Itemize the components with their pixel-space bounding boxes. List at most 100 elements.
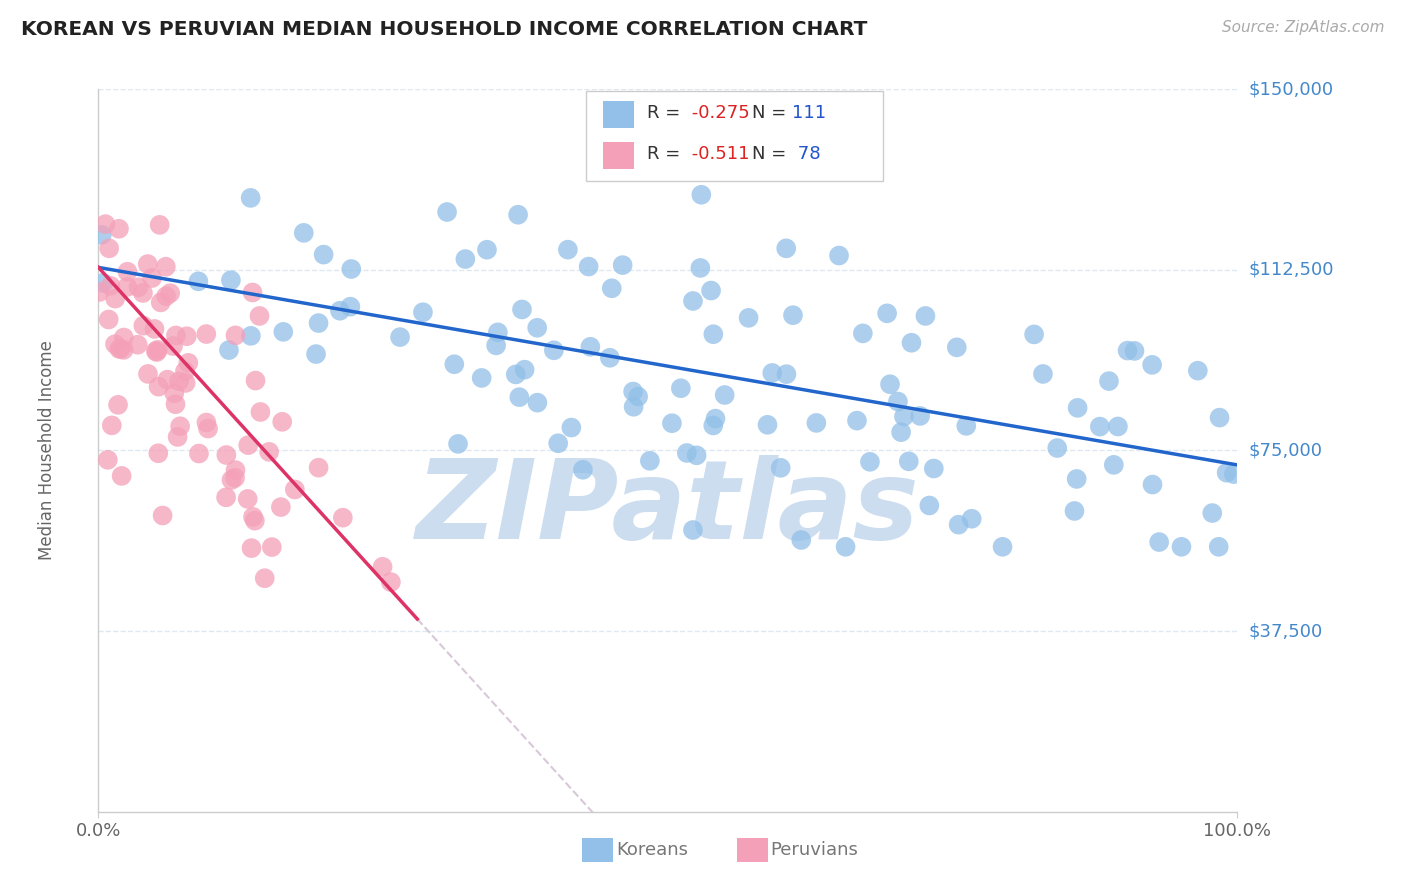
- Point: [1066, 401, 1088, 415]
- Point: [239, 191, 262, 205]
- Point: [148, 446, 170, 460]
- Point: [329, 303, 352, 318]
- Point: [859, 455, 882, 469]
- Point: [782, 308, 804, 322]
- Point: [600, 281, 623, 295]
- Point: [960, 512, 983, 526]
- Point: [215, 491, 238, 505]
- Point: [1088, 419, 1111, 434]
- Point: [623, 400, 645, 414]
- Text: -0.275: -0.275: [686, 104, 749, 122]
- Point: [513, 362, 536, 376]
- Point: [638, 454, 661, 468]
- Point: [221, 473, 243, 487]
- Point: [389, 330, 412, 344]
- Point: [761, 366, 783, 380]
- Point: [572, 463, 595, 477]
- Point: [224, 328, 246, 343]
- Point: [91, 276, 114, 290]
- Point: [918, 499, 941, 513]
- Point: [238, 438, 260, 452]
- Point: [756, 417, 779, 432]
- Point: [621, 384, 644, 399]
- Point: [339, 300, 361, 314]
- Point: [526, 395, 548, 409]
- Point: [136, 257, 159, 271]
- Point: [107, 398, 129, 412]
- Point: [1098, 374, 1121, 388]
- Point: [1123, 343, 1146, 358]
- Point: [127, 337, 149, 351]
- Point: [98, 241, 121, 255]
- Point: [165, 328, 187, 343]
- Point: [669, 381, 692, 395]
- Point: [702, 327, 724, 342]
- Point: [790, 533, 813, 547]
- Point: [543, 343, 565, 358]
- Point: [187, 274, 209, 288]
- Point: [312, 247, 335, 261]
- Point: [155, 289, 177, 303]
- Point: [1170, 540, 1192, 554]
- Point: [197, 421, 219, 435]
- Point: [1140, 358, 1163, 372]
- Text: N =: N =: [752, 104, 786, 122]
- Point: [104, 337, 127, 351]
- Point: [97, 312, 120, 326]
- Point: [526, 320, 548, 334]
- Point: [599, 351, 621, 365]
- Point: [218, 343, 240, 357]
- Point: [560, 420, 582, 434]
- Point: [908, 409, 931, 423]
- Point: [224, 471, 246, 485]
- Text: -0.511: -0.511: [686, 145, 749, 163]
- Point: [340, 262, 363, 277]
- Point: [149, 218, 172, 232]
- Point: [471, 371, 494, 385]
- Point: [260, 540, 283, 554]
- Point: [1187, 364, 1209, 378]
- Text: $75,000: $75,000: [1249, 442, 1323, 459]
- Text: R =: R =: [647, 104, 681, 122]
- Point: [159, 286, 181, 301]
- Point: [991, 540, 1014, 554]
- Point: [149, 295, 172, 310]
- Point: [505, 368, 527, 382]
- Point: [775, 241, 797, 255]
- Point: [955, 418, 977, 433]
- Point: [284, 483, 307, 497]
- Point: [682, 523, 704, 537]
- Point: [1208, 410, 1230, 425]
- Point: [702, 418, 724, 433]
- Point: [101, 418, 124, 433]
- Point: [253, 571, 276, 585]
- Point: [371, 559, 394, 574]
- Point: [506, 208, 529, 222]
- Point: [713, 388, 735, 402]
- Point: [485, 338, 508, 352]
- Point: [249, 309, 271, 323]
- Point: [132, 285, 155, 300]
- Point: [775, 367, 797, 381]
- Point: [219, 273, 242, 287]
- Point: [1116, 343, 1139, 358]
- Point: [1223, 467, 1246, 482]
- Point: [1107, 419, 1129, 434]
- Point: [305, 347, 328, 361]
- Point: [176, 329, 198, 343]
- Point: [1208, 540, 1230, 554]
- Point: [890, 425, 912, 439]
- Point: [308, 316, 330, 330]
- Point: [104, 292, 127, 306]
- Point: [94, 217, 117, 231]
- Point: [454, 252, 477, 266]
- Point: [155, 260, 177, 274]
- Point: [166, 430, 188, 444]
- Point: [165, 397, 187, 411]
- Point: [1046, 441, 1069, 455]
- Point: [508, 390, 530, 404]
- Point: [769, 460, 792, 475]
- Point: [704, 411, 727, 425]
- Point: [332, 510, 354, 524]
- Point: [700, 284, 723, 298]
